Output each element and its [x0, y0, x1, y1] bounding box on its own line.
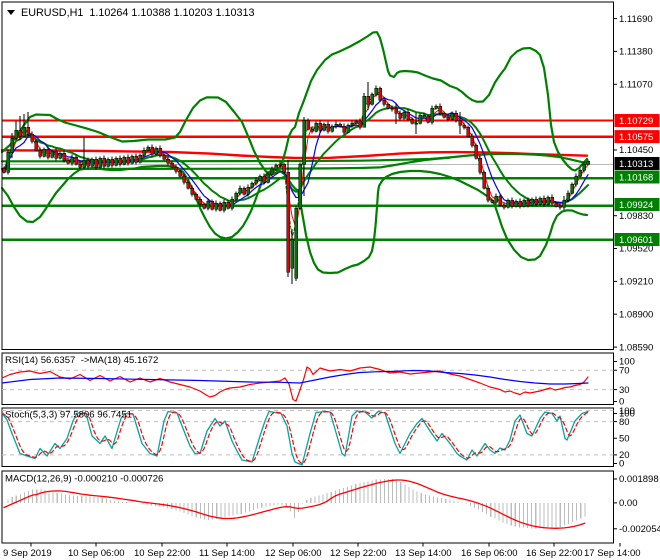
svg-text:100: 100 [619, 357, 635, 368]
svg-text:17 Sep 14:00: 17 Sep 14:00 [584, 548, 641, 559]
svg-text:RSI(14) 56.6357 ->MA(18) 45.1: RSI(14) 56.6357 ->MA(18) 45.1672 [5, 355, 158, 366]
svg-text:-0.002054: -0.002054 [619, 524, 660, 535]
svg-text:70: 70 [619, 365, 630, 376]
svg-text:80: 80 [619, 417, 630, 428]
svg-text:1.10450: 1.10450 [619, 145, 653, 156]
svg-text:0.00: 0.00 [619, 498, 638, 509]
svg-text:10 Sep 22:00: 10 Sep 22:00 [134, 548, 191, 559]
svg-text:1.10168: 1.10168 [619, 172, 653, 183]
svg-text:0: 0 [619, 397, 624, 408]
svg-text:11 Sep 14:00: 11 Sep 14:00 [199, 548, 255, 559]
svg-text:0.001898: 0.001898 [619, 474, 659, 485]
svg-text:16 Sep 06:00: 16 Sep 06:00 [461, 548, 518, 559]
svg-text:1.11690: 1.11690 [619, 14, 653, 25]
svg-text:30: 30 [619, 385, 630, 396]
svg-text:1.10313: 1.10313 [619, 159, 653, 170]
svg-text:Stoch(5,3,3) 97.5806 96.7451: Stoch(5,3,3) 97.5806 96.7451 [5, 410, 132, 421]
svg-text:1.09601: 1.09601 [619, 235, 653, 246]
svg-text:100: 100 [619, 409, 635, 420]
svg-text:13 Sep 14:00: 13 Sep 14:00 [395, 548, 452, 559]
svg-text:1.08590: 1.08590 [619, 342, 653, 353]
svg-text:1.10729: 1.10729 [619, 116, 653, 127]
svg-text:0: 0 [619, 459, 624, 470]
svg-text:1.09924: 1.09924 [619, 200, 653, 211]
svg-text:1.08900: 1.08900 [619, 309, 653, 320]
svg-text:100: 100 [619, 406, 635, 417]
svg-text:1.09520: 1.09520 [619, 244, 653, 255]
svg-text:1.11070: 1.11070 [619, 80, 653, 91]
svg-text:1.10575: 1.10575 [619, 132, 653, 143]
svg-text:50: 50 [619, 433, 630, 444]
svg-text:1.09830: 1.09830 [619, 211, 653, 222]
svg-text:EURUSD,H1 1.10264 1.10388 1.1: EURUSD,H1 1.10264 1.10388 1.10203 1.1031… [21, 7, 255, 19]
svg-text:10 Sep 06:00: 10 Sep 06:00 [68, 548, 125, 559]
svg-text:20: 20 [619, 450, 630, 461]
svg-text:MACD(12,26,9) -0.000210 -0.000: MACD(12,26,9) -0.000210 -0.000726 [5, 474, 163, 485]
svg-text:12 Sep 22:00: 12 Sep 22:00 [330, 548, 387, 559]
svg-text:1.09210: 1.09210 [619, 277, 653, 288]
svg-text:9 Sep 2019: 9 Sep 2019 [3, 548, 52, 559]
svg-text:12 Sep 06:00: 12 Sep 06:00 [265, 548, 322, 559]
svg-text:16 Sep 22:00: 16 Sep 22:00 [526, 548, 583, 559]
svg-text:1.11380: 1.11380 [619, 47, 653, 58]
